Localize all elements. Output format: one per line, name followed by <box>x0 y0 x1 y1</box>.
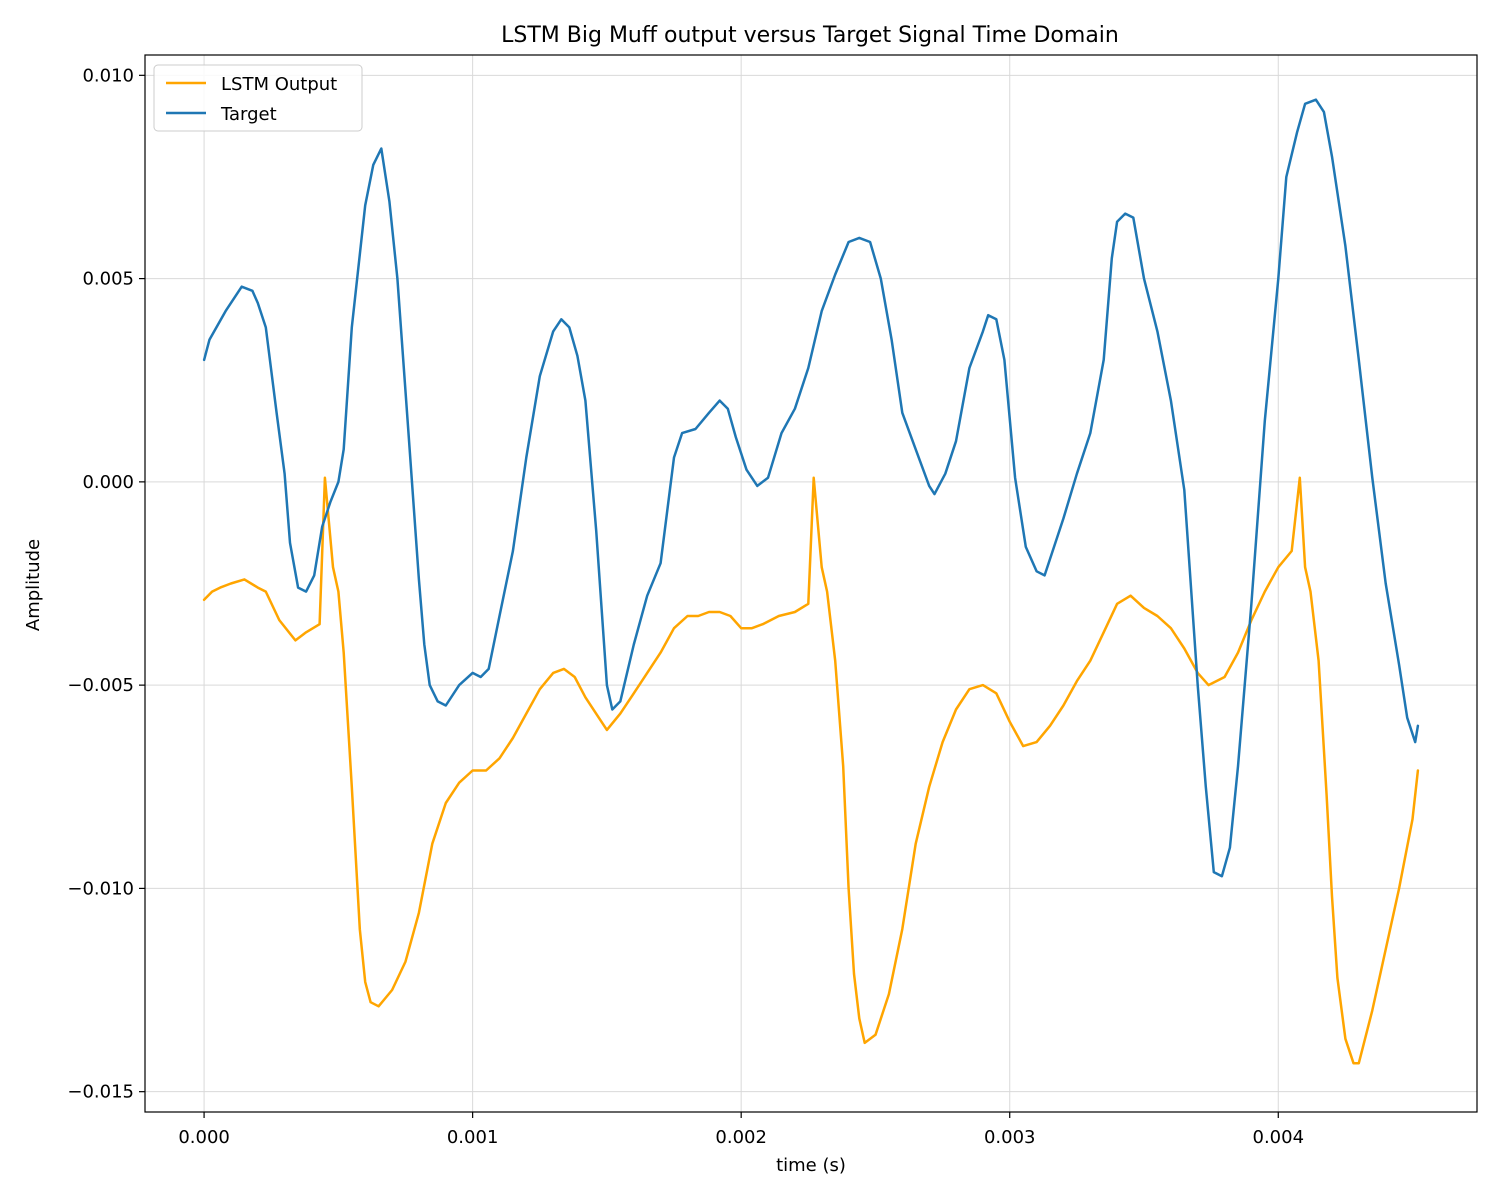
x-tick-label: 0.004 <box>1253 1127 1305 1148</box>
y-axis: 0.010 0.005 0.000 −0.005 −0.010 −0.015 <box>67 65 145 1103</box>
grid <box>145 55 1477 1112</box>
x-tick-label: 0.003 <box>984 1127 1036 1148</box>
y-tick-label: −0.015 <box>67 1082 134 1103</box>
x-tick-label: 0.002 <box>715 1127 767 1148</box>
x-tick-label: 0.001 <box>447 1127 499 1148</box>
series-line-target <box>202 98 1420 878</box>
legend-label-lstm-output: LSTM Output <box>221 74 337 95</box>
series-layer <box>202 98 1420 1065</box>
y-axis-label: Amplitude <box>23 539 44 631</box>
chart-title: LSTM Big Muff output versus Target Signa… <box>501 23 1119 48</box>
y-tick-label: 0.000 <box>82 472 134 493</box>
legend: LSTM Output Target <box>153 64 363 132</box>
y-tick-label: −0.010 <box>67 878 134 899</box>
plot-frame <box>144 54 1478 1113</box>
legend-box <box>153 64 363 132</box>
y-tick-label: −0.005 <box>67 675 134 696</box>
x-axis: 0.000 0.001 0.002 0.003 0.004 <box>178 1112 1304 1148</box>
x-tick-label: 0.000 <box>178 1127 230 1148</box>
y-tick-label: 0.005 <box>82 269 134 290</box>
y-tick-label: 0.010 <box>82 65 134 86</box>
series-line-lstm-output <box>202 476 1420 1065</box>
legend-label-target: Target <box>220 104 277 125</box>
x-axis-label: time (s) <box>776 1155 846 1176</box>
